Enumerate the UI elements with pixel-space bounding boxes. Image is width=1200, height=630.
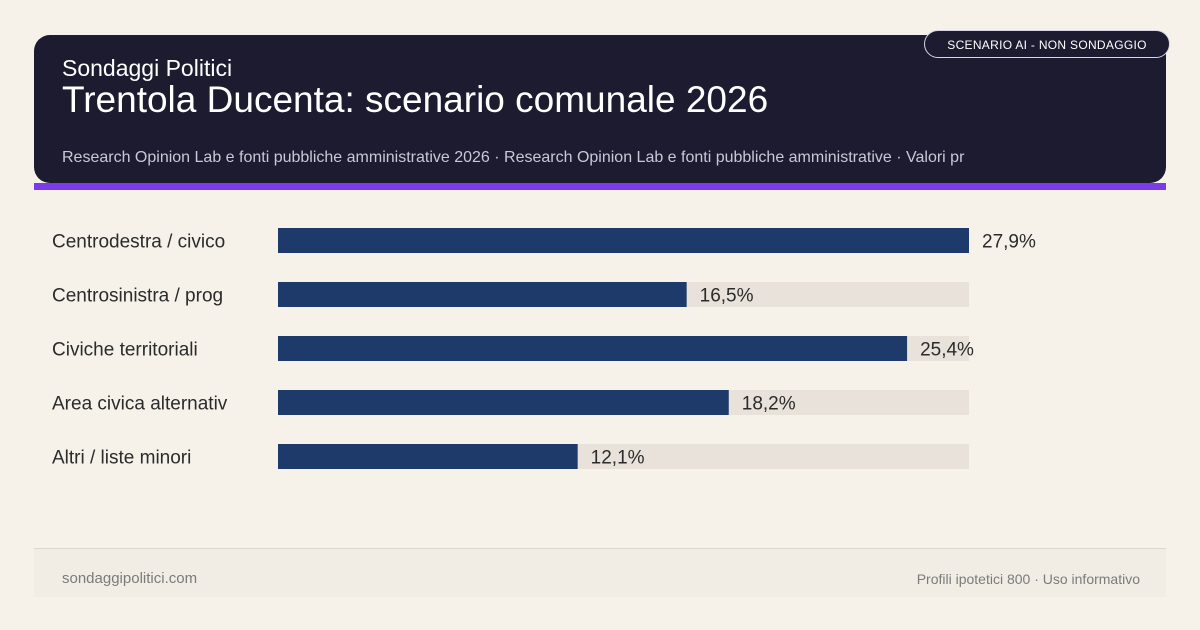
category-label: Centrosinistra / prog [52,286,223,307]
bar [278,336,908,361]
bar [278,390,729,415]
category-label: Civiche territoriali [52,340,198,361]
value-label: 27,9% [982,232,1036,253]
value-label: 12,1% [591,448,645,469]
category-label: Centrodestra / civico [52,232,225,253]
value-label: 25,4% [920,340,974,361]
scenario-badge: SCENARIO AI - NON SONDAGGIO [924,30,1170,58]
header-accent-bar [34,183,1166,190]
category-label: Altri / liste minori [52,448,191,469]
bar [278,282,687,307]
value-label: 18,2% [742,394,796,415]
bar-chart: Centrodestra / civico 27,9% Centrosinistra… [52,228,1036,469]
bar [278,444,578,469]
header-kicker: Sondaggi Politici [62,55,233,81]
footer-site: sondaggipolitici.com [62,570,198,587]
value-label: 16,5% [700,286,754,307]
footer-note: Profili ipotetici 800 · Uso informativo [916,571,1140,587]
bar [278,228,969,253]
chart-title: Trentola Ducenta: scenario comunale 2026 [62,79,769,120]
chart-subtitle: Research Opinion Lab e fonti pubbliche a… [62,149,965,166]
footer: sondaggipolitici.com Profili ipotetici 8… [34,548,1166,597]
category-label: Area civica alternativ [52,394,228,415]
chart-header: Sondaggi Politici Trentola Ducenta: scen… [34,35,1166,183]
